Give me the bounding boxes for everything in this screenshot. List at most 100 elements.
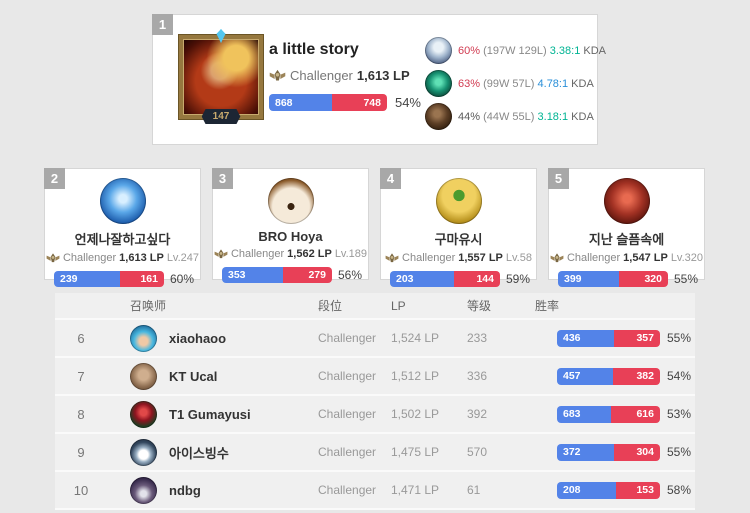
table-row[interactable]: 6 xiaohaoo Challenger 1,524 LP 233 436 3…	[55, 320, 695, 358]
summoner-name[interactable]: 구마유시	[434, 232, 483, 247]
tier-label: Challenger	[318, 483, 377, 497]
wins-value: 868	[269, 94, 333, 111]
lp-value: 1,547 LP	[623, 252, 668, 264]
lp-value: 1,471 LP	[391, 483, 440, 497]
losses-value: 748	[332, 94, 387, 111]
rank1-player-card[interactable]: 1 147 a little story Challenger 1,613 LP…	[152, 14, 606, 145]
champion-icon	[425, 70, 452, 97]
challenger-tier-icon	[550, 252, 564, 264]
winrate-percent: 60%	[169, 272, 194, 286]
lp-value: 1,524 LP	[391, 331, 440, 345]
table-row[interactable]: 8 T1 Gumayusi Challenger 1,502 LP 392 68…	[55, 396, 695, 434]
summoner-name[interactable]: xiaohaoo	[169, 330, 227, 346]
losses-value: 161	[119, 271, 164, 287]
champion-record: (99W 57L)	[483, 77, 535, 90]
table-row[interactable]: 7 KT Ucal Challenger 1,512 LP 336 457 38…	[55, 358, 695, 396]
kda-label: KDA	[583, 44, 607, 57]
lp-value: 1,502 LP	[391, 407, 440, 421]
winrate-percent: 56%	[337, 268, 362, 282]
table-row[interactable]: 10 ndbg Challenger 1,471 LP 61 208 153 5…	[55, 472, 695, 510]
rank-number: 10	[73, 482, 89, 498]
summoner-avatar	[130, 362, 157, 390]
ranking-table: 召唤师 段位 LP 等级 胜率 6 xiaohaoo Challenger 1,…	[55, 293, 695, 510]
tier-label: Challenger	[318, 369, 377, 383]
champion-stat-row[interactable]: 44% (44W 55L) 3.18:1 KDA	[425, 103, 606, 130]
header-summoner: 召唤师	[130, 299, 167, 313]
summoner-name[interactable]: T1 Gumayusi	[169, 406, 251, 422]
winloss-bar: 203 144	[390, 271, 500, 287]
winrate-percent: 54%	[394, 95, 421, 110]
summoner-avatar	[130, 438, 157, 466]
rank2-player-card[interactable]: 2 언제나잘하고싶다 Challenger 1,613 LP Lv.247 23…	[44, 168, 201, 287]
losses-value: 153	[616, 481, 660, 499]
table-row[interactable]: 9 아이스빙수 Challenger 1,475 LP 570 372 304 …	[55, 434, 695, 472]
summoner-avatar	[603, 178, 650, 224]
challenger-tier-icon	[385, 252, 399, 264]
champion-stat-row[interactable]: 63% (99W 57L) 4.78:1 KDA	[425, 70, 606, 97]
losses-value: 304	[613, 443, 660, 461]
winloss-bar: 239 161	[54, 271, 164, 287]
top-champions-list: 60% (197W 129L) 3.38:1 KDA 63% (99W 57L)…	[425, 37, 606, 130]
wins-value: 208	[557, 481, 617, 499]
rank1-champion-portrait: 147	[179, 29, 263, 124]
summoner-avatar	[435, 178, 482, 224]
rank4-player-card[interactable]: 4 구마유시 Challenger 1,557 LP Lv.58 203 144…	[380, 168, 537, 287]
level-value: 392	[467, 407, 488, 421]
header-tier: 段位	[318, 299, 343, 313]
summoner-avatar	[130, 476, 157, 504]
tier-line: Challenger 1,613 LP Lv.247	[45, 252, 200, 264]
champion-winrate: 63%	[458, 77, 481, 90]
level-value: Lv.189	[334, 248, 368, 260]
losses-value: 144	[454, 271, 500, 287]
rank3-player-card[interactable]: 3 BRO Hoya Challenger 1,562 LP Lv.189 35…	[212, 168, 369, 283]
rank-number: 9	[77, 444, 85, 460]
losses-value: 279	[283, 267, 332, 283]
rank5-player-card[interactable]: 5 지난 슬픔속에 Challenger 1,547 LP Lv.320 399…	[548, 168, 705, 287]
header-level: 等级	[467, 299, 492, 313]
lp-value: 1,613 LP	[356, 68, 410, 83]
wins-value: 399	[558, 271, 620, 287]
tier-label: Challenger	[318, 407, 377, 421]
summoner-name[interactable]: 아이스빙수	[169, 445, 229, 461]
tier-label: Challenger	[318, 445, 377, 459]
champion-kda: 3.38:1	[549, 44, 581, 57]
losses-value: 320	[619, 271, 668, 287]
tier-label: Challenger	[318, 331, 377, 345]
champion-stat-row[interactable]: 60% (197W 129L) 3.38:1 KDA	[425, 37, 606, 64]
tier-label: Challenger	[230, 248, 285, 260]
winrate-percent: 53%	[667, 407, 692, 421]
summoner-name[interactable]: KT Ucal	[169, 368, 218, 384]
wins-value: 436	[557, 329, 614, 347]
losses-value: 357	[613, 329, 660, 347]
table-header-row: 召唤师 段位 LP 等级 胜率	[55, 293, 695, 320]
challenger-tier-icon	[214, 248, 228, 260]
winloss-bar: 372 304	[557, 443, 660, 461]
summoner-name[interactable]: BRO Hoya	[258, 229, 323, 244]
winloss-bar: 457 382	[557, 367, 660, 385]
level-value: 336	[467, 369, 488, 383]
winloss-bar: 399 320	[558, 271, 668, 287]
level-value: 233	[467, 331, 488, 345]
rank-number: 6	[77, 330, 85, 346]
level-value: Lv.58	[505, 252, 532, 264]
champion-icon	[425, 37, 452, 64]
header-winrate: 胜率	[535, 299, 560, 313]
champion-record: (197W 129L)	[483, 44, 547, 57]
wins-value: 203	[390, 271, 455, 287]
lp-value: 1,557 LP	[458, 252, 503, 264]
summoner-name[interactable]: a little story	[269, 41, 359, 58]
tier-line: Challenger 1,547 LP Lv.320	[549, 252, 704, 264]
wins-value: 239	[54, 271, 120, 287]
champion-kda: 4.78:1	[537, 77, 569, 90]
summoner-name[interactable]: 언제나잘하고싶다	[74, 232, 171, 247]
rank-badge: 3	[212, 168, 233, 189]
level-value: 570	[467, 445, 488, 459]
summoner-name[interactable]: ndbg	[169, 482, 201, 498]
wins-value: 353	[222, 267, 284, 283]
summoner-name[interactable]: 지난 슬픔속에	[588, 232, 665, 247]
winloss-bar: 436 357	[557, 329, 660, 347]
level-value: Lv.320	[670, 252, 704, 264]
wins-value: 457	[557, 367, 614, 385]
tier-label: Challenger	[402, 252, 456, 264]
